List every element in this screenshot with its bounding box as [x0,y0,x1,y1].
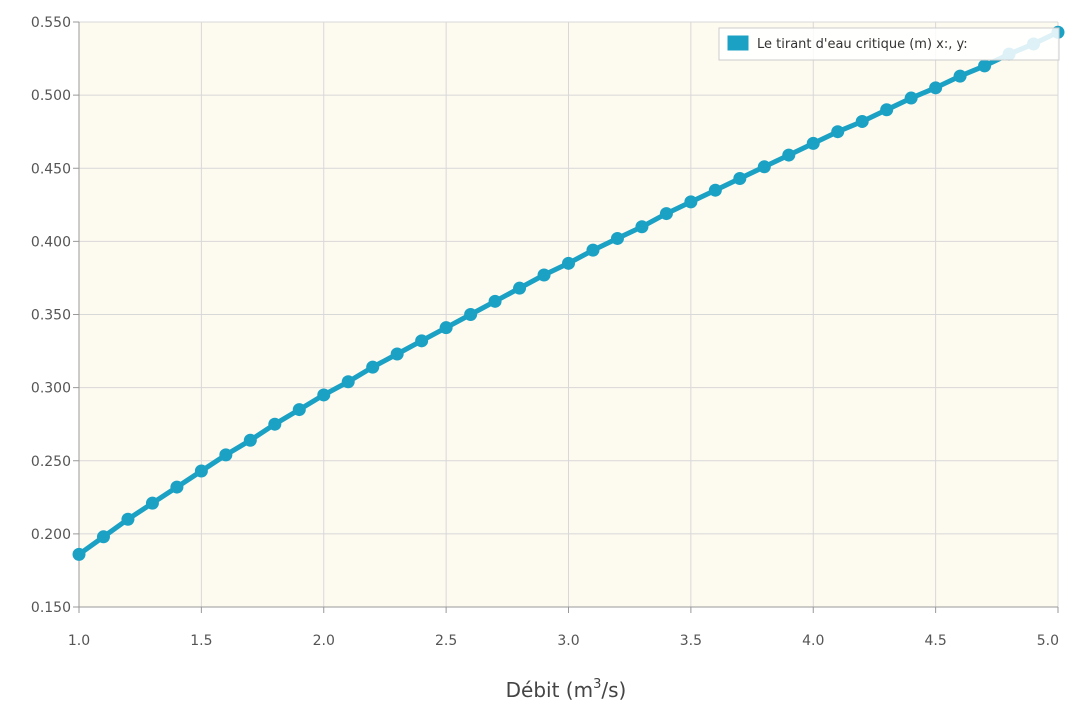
data-point [121,512,135,526]
data-point [439,321,453,335]
data-point [243,433,257,447]
y-tick-label: 0.150 [31,600,71,616]
y-tick-label: 0.350 [31,308,71,324]
x-tick-label: 4.0 [802,633,824,649]
data-point [953,69,967,83]
legend-label: Le tirant d'eau critique (m) x:, y: [757,37,968,52]
data-point [757,160,771,174]
data-point [904,91,918,105]
y-tick-label: 0.250 [31,454,71,470]
y-tick-label: 0.300 [31,381,71,397]
data-point [635,220,649,234]
data-point [513,281,527,295]
x-tick-label: 1.0 [68,633,90,649]
data-point [537,268,551,282]
data-point [586,243,600,257]
data-point [268,417,282,431]
y-tick-label: 0.450 [31,161,71,177]
x-axis-title-superscript: 3 [593,677,601,692]
y-tick-label: 0.200 [31,527,71,543]
x-tick-label: 4.5 [924,633,946,649]
data-point [415,334,429,348]
data-point [464,308,478,321]
data-point [194,464,208,478]
data-point [831,125,845,139]
x-tick-label: 1.5 [190,633,212,649]
data-point [806,136,820,150]
x-tick-label: 2.5 [435,633,457,649]
x-tick-label: 3.0 [557,633,579,649]
data-point [880,103,894,117]
x-tick-label: 3.5 [680,633,702,649]
data-point [855,114,869,128]
data-point [72,547,86,561]
data-point [562,256,575,270]
y-tick-labels: 0.150 0.200 0.250 0.300 0.350 0.400 0.450 0.500… [31,15,71,616]
x-tick-labels: 1.0 1.5 2.0 2.5 3.0 3.5 4.0 4.5 5.0 [68,633,1059,649]
y-tick-label: 0.400 [31,234,71,250]
data-point [708,183,722,197]
data-point [488,294,502,308]
x-axis-title-main: Débit (m [506,678,593,702]
data-point [341,375,355,389]
data-point [96,530,110,544]
data-point [610,231,624,245]
data-point [782,148,796,162]
x-tick-label: 2.0 [313,633,335,649]
legend-swatch [726,34,750,52]
x-tick-label: 5.0 [1037,633,1059,649]
data-point [659,207,673,221]
x-axis-title-suffix: /s) [601,678,626,702]
data-point [317,388,331,402]
axes [73,21,1059,613]
data-point [684,195,698,209]
data-point [292,403,306,417]
legend: Le tirant d'eau critique (m) x:, y: [718,27,1060,61]
x-axis-title: Débit (m3/s) [506,677,627,702]
legend-box [718,27,1060,61]
data-point [978,59,992,73]
y-tick-label: 0.550 [31,15,71,31]
data-point [170,480,184,494]
data-point [390,347,404,361]
y-tick-label: 0.500 [31,88,71,104]
data-point [145,496,159,510]
series-layer [72,25,1065,561]
data-point [219,448,233,462]
data-point [929,81,943,95]
data-point [366,360,380,374]
data-point [733,171,747,185]
